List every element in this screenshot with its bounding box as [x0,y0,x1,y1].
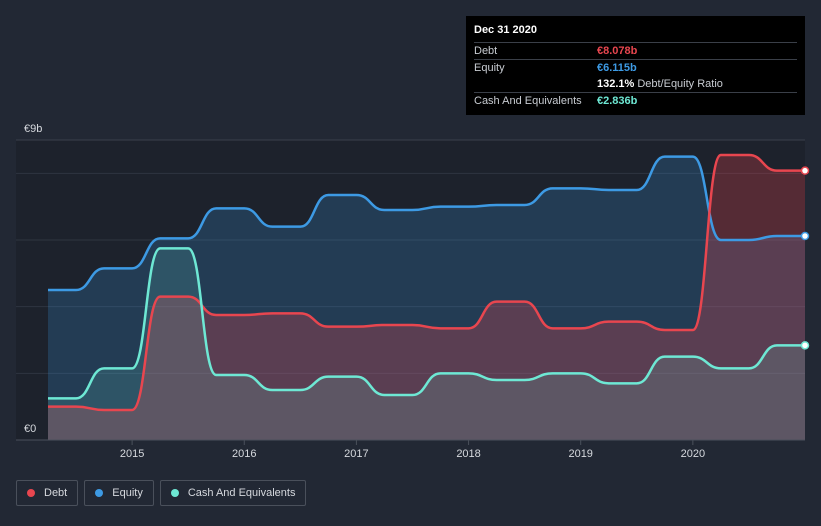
y-tick-label: €9b [24,123,42,135]
tooltip-row-ratio: 132.1% Debt/Equity Ratio [474,76,797,92]
line-debt [48,153,805,412]
tooltip-date: Dec 31 2020 [474,24,537,36]
series-lines [48,153,805,412]
tooltip-value: €2.836b [597,95,638,107]
line-equity [48,155,805,292]
legend-dot-icon [170,489,179,497]
legend-item-debt[interactable]: Debt [16,480,79,506]
x-tick-label: 2020 [681,448,705,460]
area-equity [48,156,805,441]
area-cash [48,248,805,440]
legend-label: Cash And Equivalents [187,487,296,499]
end-marker-equity [800,231,810,241]
tooltip-value: 132.1% [597,78,635,90]
legend-dot-icon [27,489,35,497]
end-marker-debt [800,166,810,175]
legend-dot-icon [95,489,104,497]
tooltip-label: Cash And Equivalents [474,95,582,107]
tooltip-row-cash: Cash And Equivalents €2.836b [474,92,797,109]
tooltip-value: €6.115b [597,62,637,74]
tooltip-row-debt: Debt €8.078b [474,42,797,59]
series-end-markers [800,166,810,350]
legend-item-equity[interactable]: Equity [84,480,154,506]
tooltip-label: Equity [474,62,505,74]
y-tick-label: €0 [24,423,36,435]
legend-label: Equity [112,487,143,499]
end-marker-cash [800,341,810,350]
tooltip-row-equity: Equity €6.115b [474,59,797,76]
tooltip-ratio-label: Debt/Equity Ratio [637,78,723,90]
tooltip-label [474,76,597,92]
x-tick-label: 2015 [120,448,144,460]
tooltip-value: €8.078b [597,45,638,57]
tooltip-panel: Dec 31 2020 Debt €8.078b Equity €6.115b … [466,16,805,115]
legend-item-cash[interactable]: Cash And Equivalents [159,480,307,506]
series-areas [48,155,805,441]
x-tick-label: 2019 [568,448,592,460]
x-tick-label: 2017 [344,448,368,460]
legend: Debt Equity Cash And Equivalents [16,480,307,506]
x-tick-label: 2018 [456,448,480,460]
legend-label: Debt [44,487,68,499]
x-tick-label: 2016 [232,448,256,460]
line-cash [48,247,805,400]
area-debt [48,155,805,440]
axes: €0 €9b 2015 2016 2017 2018 2019 2020 [16,123,805,460]
tooltip-label: Debt [474,45,498,57]
